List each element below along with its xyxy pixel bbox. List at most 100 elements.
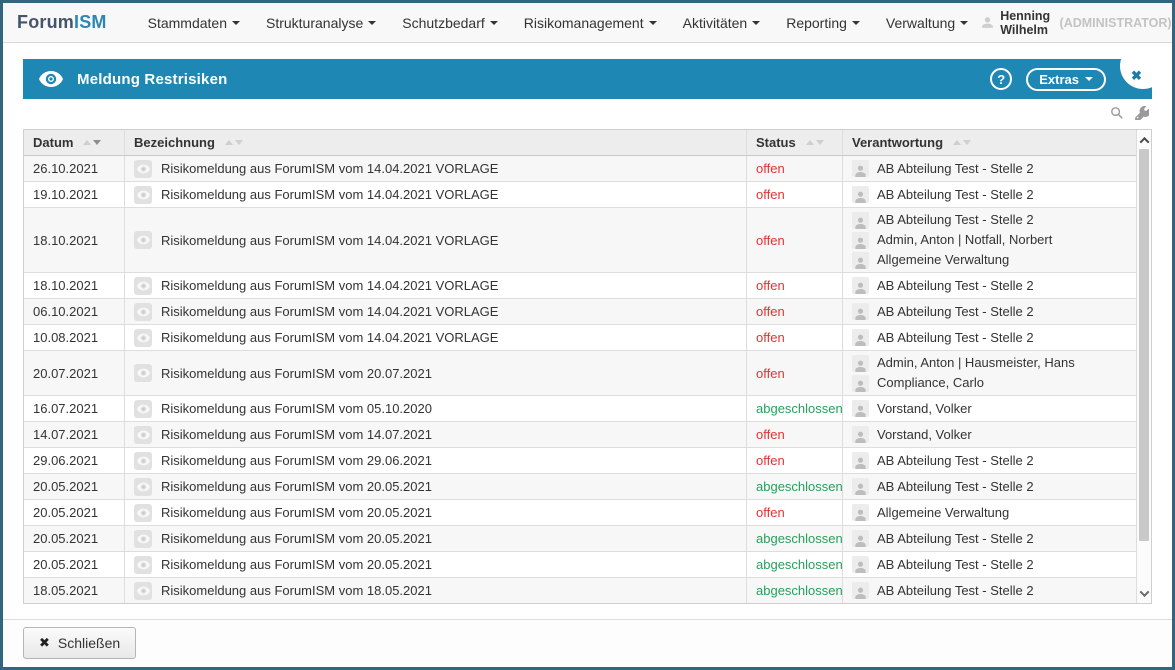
table-row[interactable]: 14.07.2021 Risikomeldung aus ForumISM vom… [24, 422, 1136, 448]
menu-item-strukturanalyse[interactable]: Strukturanalyse [253, 3, 389, 42]
sort-asc-icon [224, 140, 233, 145]
cell-name[interactable]: Risikomeldung aus ForumISM vom 29.06.202… [125, 448, 747, 473]
vertical-scrollbar[interactable] [1136, 130, 1151, 603]
table-row[interactable]: 19.10.2021 Risikomeldung aus ForumISM vom… [24, 182, 1136, 208]
responsible-entry[interactable]: AB Abteilung Test - Stelle 2 [852, 529, 1034, 549]
cell-name[interactable]: Risikomeldung aus ForumISM vom 05.10.202… [125, 396, 747, 421]
menu-item-label: Reporting [786, 14, 847, 31]
column-header-verantwortung[interactable]: Verantwortung [843, 130, 1136, 155]
table-row[interactable]: 18.05.2021 Risikomeldung aus ForumISM vom… [24, 578, 1136, 603]
user-name: Henning Wilhelm [1000, 8, 1051, 37]
cell-name[interactable]: Risikomeldung aus ForumISM vom 14.04.202… [125, 273, 747, 298]
document-eye-icon [134, 185, 152, 204]
responsible-entry[interactable]: AB Abteilung Test - Stelle 2 [852, 210, 1034, 230]
close-button[interactable]: ✖ Schließen [23, 627, 137, 659]
cell-name[interactable]: Risikomeldung aus ForumISM vom 20.05.202… [125, 474, 747, 499]
document-eye-icon [134, 503, 152, 522]
table-row[interactable]: 20.05.2021 Risikomeldung aus ForumISM vom… [24, 552, 1136, 578]
extras-button[interactable]: Extras [1026, 67, 1106, 91]
cell-name[interactable]: Risikomeldung aus ForumISM vom 14.04.202… [125, 182, 747, 207]
table-row[interactable]: 20.05.2021 Risikomeldung aus ForumISM vom… [24, 500, 1136, 526]
user-menu[interactable]: Henning Wilhelm (ADMINISTRATOR) [981, 9, 1175, 37]
table-row[interactable]: 18.10.2021 Risikomeldung aus ForumISM vom… [24, 208, 1136, 273]
status-badge: offen [756, 453, 785, 468]
column-header-datum[interactable]: Datum [24, 130, 125, 155]
table-row[interactable]: 26.10.2021 Risikomeldung aus ForumISM vom… [24, 156, 1136, 182]
panel-close-button[interactable]: ✖ [1120, 43, 1166, 89]
menu-item-reporting[interactable]: Reporting [773, 3, 873, 42]
responsible-entry[interactable]: AB Abteilung Test - Stelle 2 [852, 276, 1034, 296]
document-eye-icon [134, 425, 152, 444]
cell-name[interactable]: Risikomeldung aus ForumISM vom 18.05.202… [125, 578, 747, 603]
chevron-down-icon [1139, 586, 1149, 597]
menu-item-aktivitäten[interactable]: Aktivitäten [670, 3, 774, 42]
responsible-entry[interactable]: Vorstand, Volker [852, 399, 972, 419]
cell-name[interactable]: Risikomeldung aus ForumISM vom 14.04.202… [125, 156, 747, 181]
cell-date: 06.10.2021 [24, 299, 125, 324]
responsible-entry[interactable]: AB Abteilung Test - Stelle 2 [852, 159, 1034, 179]
responsible-entry[interactable]: Admin, Anton | Hausmeister, Hans [852, 353, 1075, 373]
page-title: Meldung Restrisiken [77, 70, 228, 88]
cell-name[interactable]: Risikomeldung aus ForumISM vom 14.04.202… [125, 299, 747, 324]
responsible-entry[interactable]: Compliance, Carlo [852, 373, 984, 393]
sort-icons [224, 140, 243, 145]
search-icon[interactable] [1110, 106, 1124, 120]
table-row[interactable]: 10.08.2021 Risikomeldung aus ForumISM vom… [24, 325, 1136, 351]
table-row[interactable]: 20.05.2021 Risikomeldung aus ForumISM vom… [24, 474, 1136, 500]
chevron-down-icon [1085, 77, 1093, 81]
scrollbar-thumb[interactable] [1139, 149, 1149, 541]
responsible-entry[interactable]: AB Abteilung Test - Stelle 2 [852, 451, 1034, 471]
responsible-entry[interactable]: AB Abteilung Test - Stelle 2 [852, 185, 1034, 205]
column-header-bezeichnung[interactable]: Bezeichnung [125, 130, 747, 155]
table-row[interactable]: 20.07.2021 Risikomeldung aus ForumISM vom… [24, 351, 1136, 396]
menu-item-risikomanagement[interactable]: Risikomanagement [511, 3, 670, 42]
table-row[interactable]: 18.10.2021 Risikomeldung aus ForumISM vom… [24, 273, 1136, 299]
cell-name[interactable]: Risikomeldung aus ForumISM vom 20.05.202… [125, 526, 747, 551]
responsible-entry[interactable]: AB Abteilung Test - Stelle 2 [852, 581, 1034, 601]
table-row[interactable]: 29.06.2021 Risikomeldung aus ForumISM vom… [24, 448, 1136, 474]
menu-item-schutzbedarf[interactable]: Schutzbedarf [389, 3, 511, 42]
cell-responsible: AB Abteilung Test - Stelle 2 Admin, Anton… [843, 208, 1136, 272]
column-header-status[interactable]: Status [747, 130, 843, 155]
person-icon [852, 530, 869, 547]
wrench-icon[interactable] [1135, 106, 1149, 120]
responsible-entry[interactable]: Allgemeine Verwaltung [852, 250, 1009, 270]
menu-item-verwaltung[interactable]: Verwaltung [873, 3, 981, 42]
responsible-entry[interactable]: Vorstand, Volker [852, 425, 972, 445]
responsible-name: AB Abteilung Test - Stelle 2 [877, 478, 1034, 494]
table-row[interactable]: 06.10.2021 Risikomeldung aus ForumISM vom… [24, 299, 1136, 325]
scroll-down-button[interactable] [1137, 585, 1151, 601]
cell-name[interactable]: Risikomeldung aus ForumISM vom 20.07.202… [125, 351, 747, 395]
responsible-name: Vorstand, Volker [877, 426, 972, 442]
cell-status: offen [747, 351, 843, 395]
cell-name[interactable]: Risikomeldung aus ForumISM vom 14.04.202… [125, 208, 747, 272]
status-badge: offen [756, 232, 785, 248]
app-logo[interactable]: ForumISM [17, 12, 107, 33]
responsible-entry[interactable]: AB Abteilung Test - Stelle 2 [852, 302, 1034, 322]
date-value: 18.10.2021 [33, 232, 99, 248]
report-name: Risikomeldung aus ForumISM vom 14.04.202… [161, 232, 499, 248]
responsible-entry[interactable]: AB Abteilung Test - Stelle 2 [852, 555, 1034, 575]
menu-item-stammdaten[interactable]: Stammdaten [135, 3, 253, 42]
cell-name[interactable]: Risikomeldung aus ForumISM vom 20.05.202… [125, 500, 747, 525]
responsible-entry[interactable]: Allgemeine Verwaltung [852, 503, 1009, 523]
cell-status: abgeschlossen [747, 526, 843, 551]
menu-item-label: Aktivitäten [682, 14, 748, 31]
cell-status: abgeschlossen [747, 578, 843, 603]
table-row[interactable]: 20.05.2021 Risikomeldung aus ForumISM vom… [24, 526, 1136, 552]
menu-item-label: Verwaltung [885, 14, 956, 31]
help-button[interactable]: ? [990, 68, 1013, 90]
cell-name[interactable]: Risikomeldung aus ForumISM vom 20.05.202… [125, 552, 747, 577]
cell-name[interactable]: Risikomeldung aus ForumISM vom 14.04.202… [125, 325, 747, 350]
cell-name[interactable]: Risikomeldung aus ForumISM vom 14.07.202… [125, 422, 747, 447]
person-icon [852, 426, 869, 443]
scroll-up-button[interactable] [1137, 132, 1151, 148]
table-row[interactable]: 16.07.2021 Risikomeldung aus ForumISM vom… [24, 396, 1136, 422]
cell-responsible: AB Abteilung Test - Stelle 2 [843, 526, 1136, 551]
responsible-entry[interactable]: Admin, Anton | Notfall, Norbert [852, 230, 1052, 250]
sort-desc-icon [815, 140, 824, 145]
cell-responsible: AB Abteilung Test - Stelle 2 [843, 448, 1136, 473]
responsible-entry[interactable]: AB Abteilung Test - Stelle 2 [852, 477, 1034, 497]
responsible-entry[interactable]: AB Abteilung Test - Stelle 2 [852, 328, 1034, 348]
date-value: 26.10.2021 [33, 161, 99, 176]
